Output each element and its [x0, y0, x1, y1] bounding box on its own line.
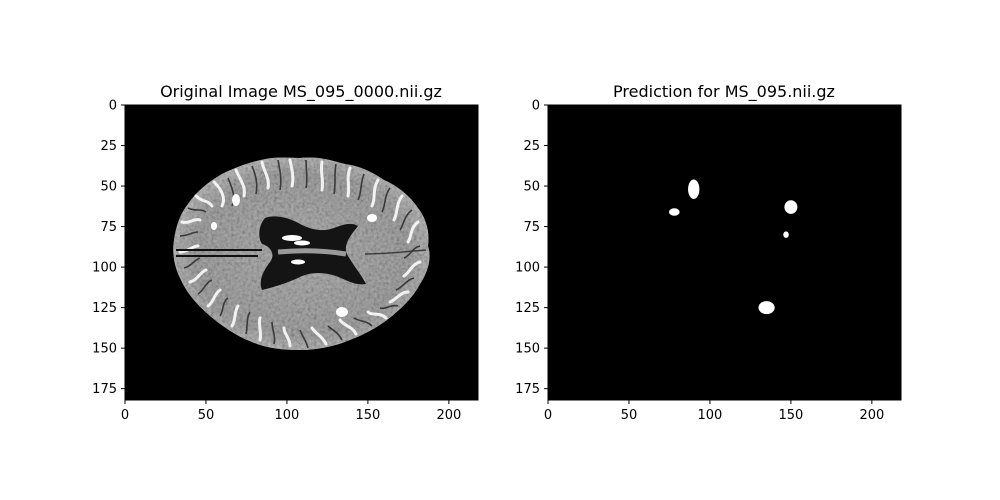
y-tick-label: 50: [523, 180, 540, 195]
y-tick-label: 175: [92, 382, 117, 397]
y-tick-label: 75: [523, 220, 540, 235]
x-tick-label: 50: [621, 408, 638, 423]
x-tick-label: 50: [198, 408, 215, 423]
predicted-lesion: [669, 208, 680, 215]
prediction-background: [548, 105, 901, 400]
y-tick-label: 125: [515, 301, 540, 316]
x-tick-label: 100: [698, 408, 723, 423]
prediction-title: Prediction for MS_095.nii.gz: [613, 82, 835, 102]
prediction-panel: Prediction for MS_095.nii.gz 0 50 100 150 20…: [515, 82, 901, 423]
x-tick-label: 150: [355, 408, 380, 423]
predicted-lesion: [783, 231, 789, 237]
original-image-x-ticks: 0 50 100 150 200: [121, 400, 461, 423]
y-tick-label: 125: [92, 301, 117, 316]
y-tick-label: 50: [100, 180, 117, 195]
y-tick-label: 0: [532, 99, 540, 114]
predicted-lesion: [784, 200, 797, 214]
y-tick-label: 150: [515, 342, 540, 357]
original-image-panel: Original Image MS_095_0000.nii.gz: [92, 82, 478, 423]
x-tick-label: 200: [436, 408, 461, 423]
predicted-lesion: [688, 180, 699, 199]
y-tick-label: 100: [515, 261, 540, 276]
x-tick-label: 0: [121, 408, 129, 423]
y-tick-label: 0: [109, 99, 117, 114]
original-image-title: Original Image MS_095_0000.nii.gz: [160, 82, 442, 102]
x-tick-label: 150: [778, 408, 803, 423]
x-tick-label: 0: [544, 408, 552, 423]
y-tick-label: 75: [100, 220, 117, 235]
y-tick-label: 25: [100, 139, 117, 154]
y-tick-label: 175: [515, 382, 540, 397]
predicted-lesion: [759, 301, 775, 314]
x-tick-label: 200: [859, 408, 884, 423]
y-tick-label: 150: [92, 342, 117, 357]
original-image-y-ticks: 0 25 50 75 100 125 150 175: [92, 99, 125, 398]
prediction-y-ticks: 0 25 50 75 100 125 150 175: [515, 99, 548, 398]
y-tick-label: 25: [523, 139, 540, 154]
y-tick-label: 100: [92, 261, 117, 276]
x-tick-label: 100: [275, 408, 300, 423]
prediction-x-ticks: 0 50 100 150 200: [544, 400, 884, 423]
